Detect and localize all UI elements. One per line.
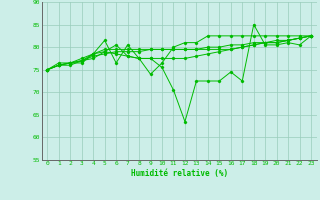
X-axis label: Humidité relative (%): Humidité relative (%): [131, 169, 228, 178]
